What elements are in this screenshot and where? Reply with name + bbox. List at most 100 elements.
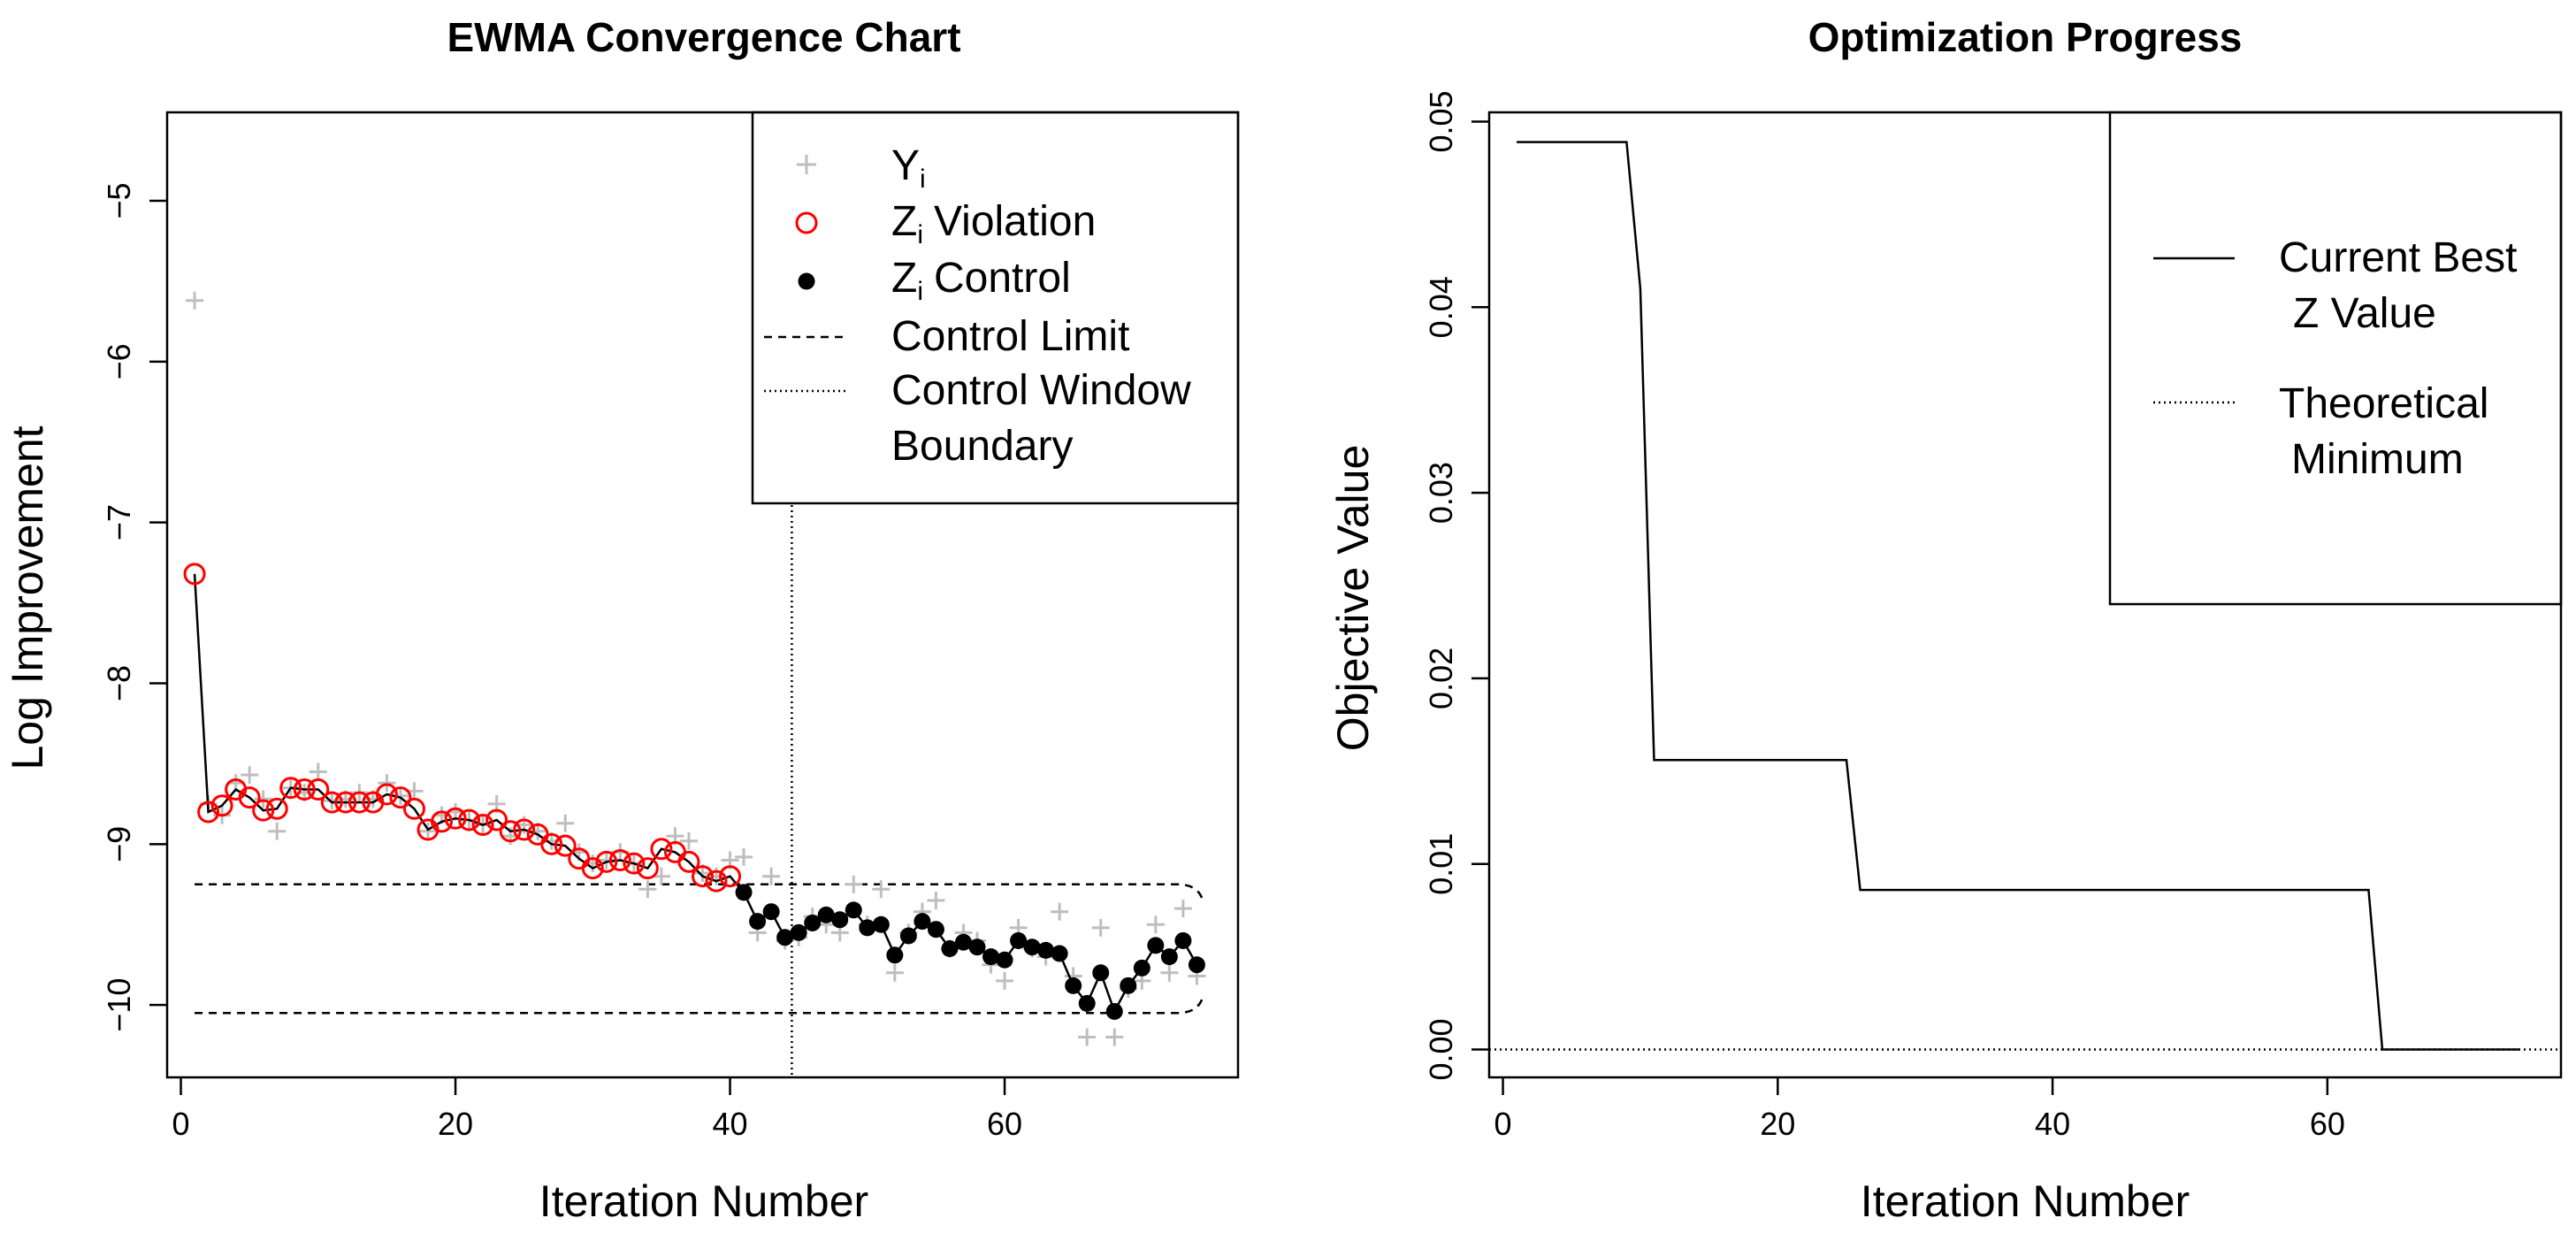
yi-point — [1173, 900, 1192, 918]
violation-point — [210, 794, 233, 817]
yi-point — [418, 822, 437, 840]
control-point — [804, 914, 822, 931]
optimization-y-tick-label: 0.03 — [1423, 462, 1459, 524]
control-point — [749, 913, 767, 931]
control-point — [776, 929, 794, 946]
control-point — [1188, 956, 1205, 974]
control-point — [845, 901, 862, 919]
current-best-line — [1517, 141, 2520, 1051]
yi-point — [1078, 1028, 1097, 1046]
yi-point — [638, 880, 657, 899]
optimization-y-tick-label: 0.04 — [1423, 276, 1459, 338]
ewma-y-tick-label: −6 — [101, 343, 137, 379]
yi-point — [652, 867, 670, 885]
optimization-y-tick-label: 0.01 — [1423, 833, 1459, 895]
legend-theory-label-line1: Theoretical — [2279, 380, 2488, 427]
optimization-ticks: 0 20 40 60 0.00 0.01 0.02 0.03 0.04 0.05 — [1423, 90, 2345, 1142]
ewma-y-axis-title: Log Improvement — [3, 425, 52, 770]
control-point — [1051, 945, 1068, 962]
violation-point — [402, 797, 425, 820]
violation-point — [348, 791, 371, 814]
ewma-legend: Yi Zi Violation Zi Control Control Limit C… — [751, 111, 1240, 505]
yi-point — [186, 291, 204, 310]
ewma-x-tick-label: 40 — [713, 1106, 748, 1142]
violation-point — [471, 814, 494, 837]
optimization-title: Optimization Progress — [1808, 14, 2243, 60]
legend-best-label-line1: Current Best — [2279, 234, 2517, 281]
yi-point — [735, 847, 753, 866]
control-point — [968, 938, 986, 956]
violation-point — [265, 797, 288, 820]
control-point — [1120, 977, 1137, 994]
ewma-control-series — [735, 884, 1205, 1020]
control-point — [831, 911, 849, 929]
legend-theory-label-line2: Minimum — [2291, 436, 2464, 483]
optimization-x-tick-label: 20 — [1760, 1106, 1795, 1142]
violation-point — [581, 857, 604, 880]
control-point — [886, 946, 904, 964]
yi-point — [927, 891, 945, 909]
violation-point — [197, 801, 220, 824]
violation-point — [623, 852, 646, 875]
violation-point — [431, 810, 454, 833]
legend-violation-marker — [795, 211, 818, 234]
control-point — [1023, 938, 1041, 956]
yi-point — [762, 867, 781, 885]
legend-best-label-line2: Z Value — [2293, 290, 2436, 337]
control-point — [1010, 931, 1028, 949]
violation-point — [513, 818, 536, 841]
violation-point — [636, 857, 659, 880]
optimization-y-axis-title: Objective Value — [1328, 445, 1378, 751]
ewma-panel: EWMA Convergence Chart Iteration Number … — [3, 14, 1240, 1226]
control-point — [996, 951, 1013, 969]
control-point — [735, 884, 753, 901]
ewma-ticks: 0 20 40 60 −5 −6 −7 −8 −9 −10 — [101, 182, 1022, 1142]
control-point — [1078, 994, 1096, 1012]
optimization-y-tick-label: 0.00 — [1423, 1018, 1459, 1080]
violation-point — [692, 865, 714, 888]
violation-point — [608, 849, 631, 872]
legend-control-label: Zi Control — [891, 255, 1071, 306]
violation-point — [334, 791, 357, 814]
ewma-x-tick-label: 20 — [438, 1106, 473, 1142]
optimization-legend-box — [2108, 111, 2563, 606]
control-point — [941, 940, 959, 958]
yi-point — [268, 822, 287, 840]
ewma-plot-frame — [165, 111, 1240, 1079]
control-point — [817, 906, 835, 923]
yi-point — [845, 875, 863, 893]
control-point — [1147, 937, 1165, 954]
ewma-x-tick-label: 0 — [172, 1106, 190, 1142]
legend-control-marker — [798, 272, 815, 290]
legend-control-limit-label: Control Limit — [891, 313, 1129, 360]
ewma-x-axis-title: Iteration Number — [539, 1176, 868, 1226]
ewma-y-tick-label: −5 — [101, 182, 137, 218]
yi-point — [1091, 918, 1110, 937]
violation-point — [320, 791, 343, 814]
yi-point — [679, 831, 698, 850]
yi-point — [1160, 963, 1179, 982]
violation-point — [389, 786, 412, 809]
violation-point — [595, 850, 618, 873]
ewma-violation-series — [183, 563, 742, 892]
yi-point — [323, 792, 341, 810]
yi-point — [996, 971, 1014, 990]
yi-point — [885, 963, 904, 982]
yi-point — [309, 762, 327, 781]
optimization-x-tick-label: 60 — [2310, 1106, 2345, 1142]
violation-point — [183, 563, 206, 586]
control-point — [982, 948, 1000, 966]
violation-point — [293, 778, 316, 801]
optimization-best-line — [1517, 141, 2520, 1051]
violation-point — [279, 777, 302, 800]
legend-yi-marker — [797, 155, 816, 174]
control-point — [1065, 977, 1082, 994]
control-point — [1092, 964, 1110, 982]
legend-window-label-line1: Control Window — [891, 367, 1191, 414]
control-point — [1105, 1002, 1123, 1020]
violation-point — [252, 799, 275, 822]
violation-point — [499, 820, 522, 843]
control-point — [954, 933, 972, 951]
